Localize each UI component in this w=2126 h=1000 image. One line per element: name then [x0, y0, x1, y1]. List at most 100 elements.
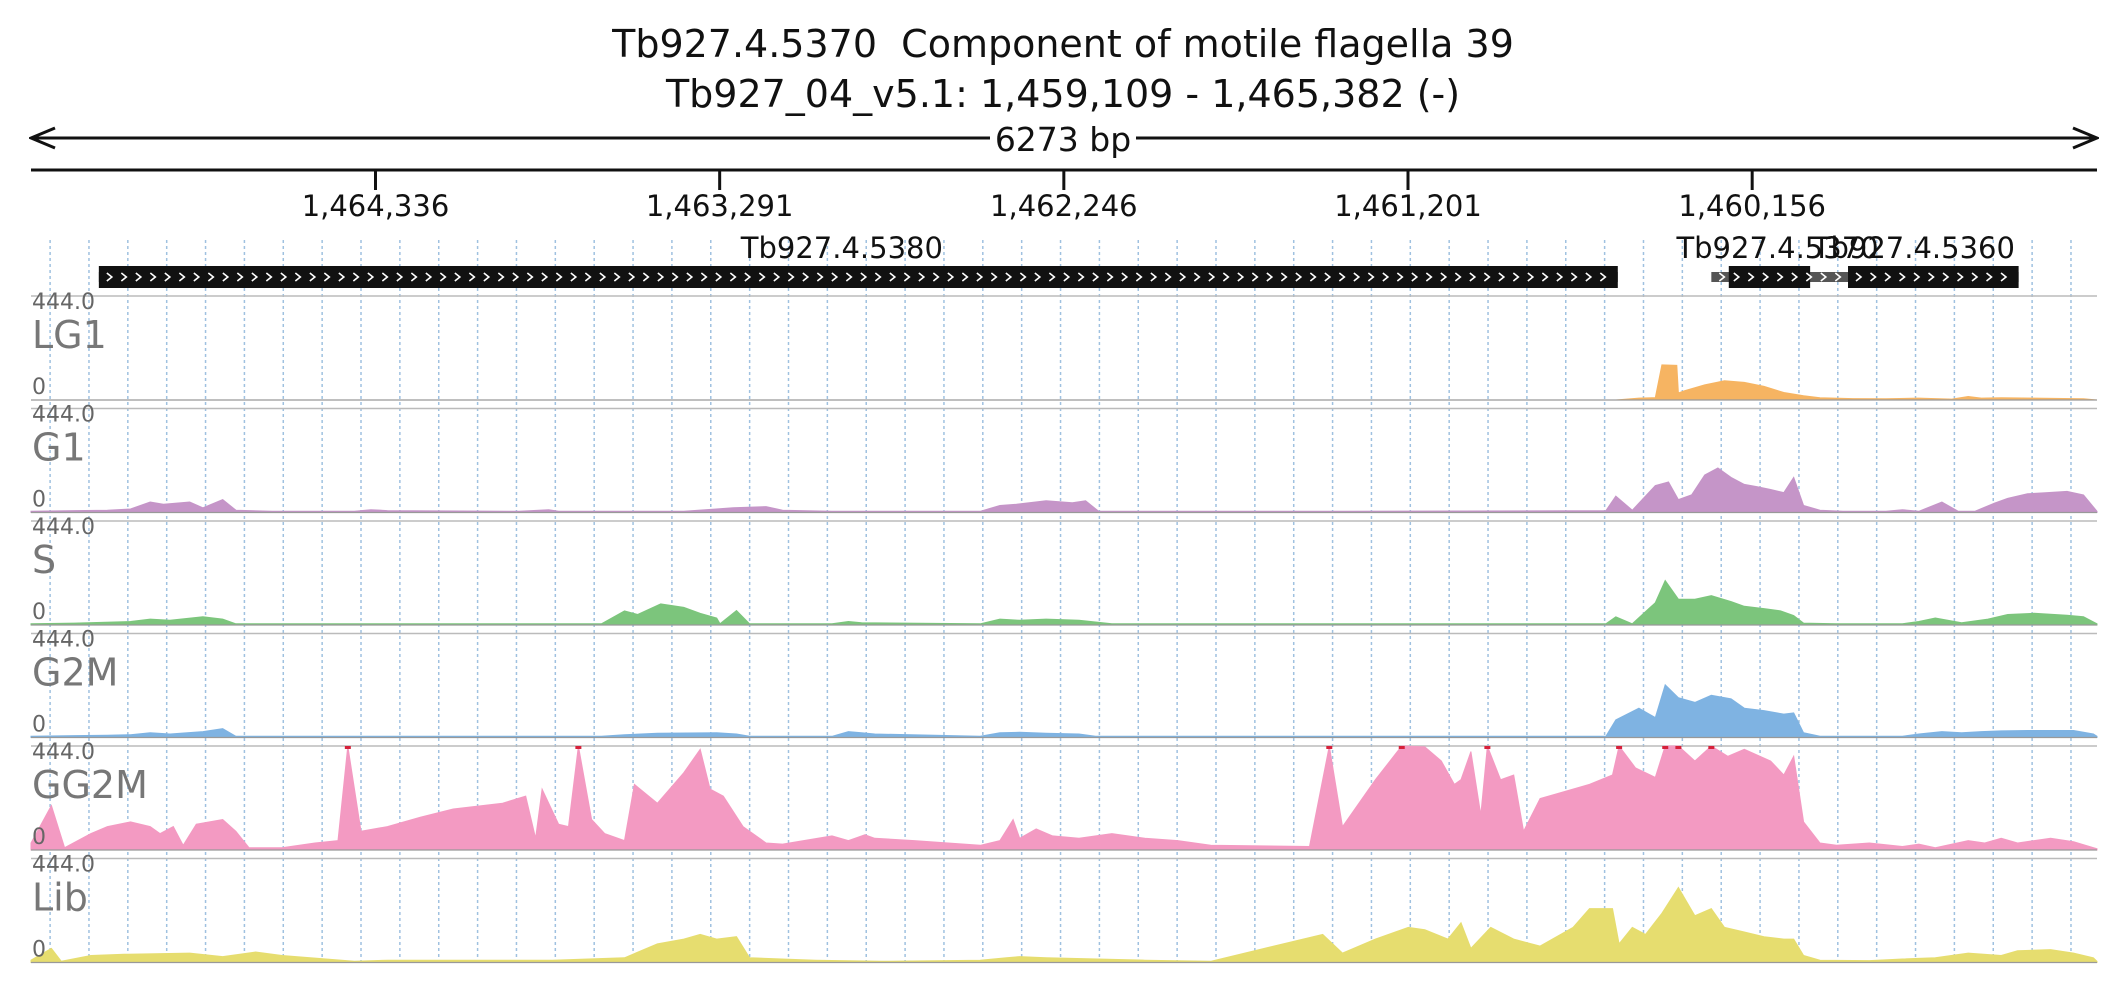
strand-chevron — [1747, 272, 1755, 282]
strand-chevron — [642, 272, 650, 282]
strand-chevron — [164, 272, 172, 282]
strand-chevron — [1208, 272, 1216, 282]
track-name: G1 — [32, 426, 86, 470]
strand-chevron — [686, 272, 694, 282]
strand-chevron — [512, 272, 520, 282]
track-name: Lib — [32, 876, 88, 920]
strand-chevron — [1483, 272, 1491, 282]
axis-tick-label: 1,460,156 — [1678, 189, 1826, 223]
strand-chevron — [671, 272, 679, 282]
span-indicator: 6273 bp — [31, 120, 2097, 159]
strand-chevron — [1135, 272, 1143, 282]
coverage-area-lib — [30, 886, 2098, 963]
strand-chevron — [135, 272, 143, 282]
axis-tick-label: 1,461,201 — [1334, 189, 1482, 223]
strand-chevron — [1469, 272, 1477, 282]
axis-tick-label: 1,463,291 — [646, 189, 794, 223]
strand-chevron — [947, 272, 955, 282]
strand-chevron — [628, 272, 636, 282]
strand-chevron — [961, 272, 969, 282]
gene-cds — [98, 266, 1618, 288]
strand-chevron — [1834, 272, 1842, 282]
track-g1: 444.0G1 0 — [30, 403, 2098, 514]
strand-chevron — [396, 272, 404, 282]
strand-chevron — [1150, 272, 1158, 282]
strand-chevron — [1440, 272, 1448, 282]
strand-chevron — [874, 272, 882, 282]
grid-lines — [49, 240, 2072, 962]
strand-chevron — [149, 272, 157, 282]
track-ymax-label: 444.0 — [32, 290, 95, 315]
strand-chevron — [236, 272, 244, 282]
strand-chevron — [1382, 272, 1390, 282]
track-ymin-label: 0 — [32, 600, 46, 625]
strand-chevron — [120, 272, 128, 282]
region-coordinates: Tb927_04_v5.1: 1,459,109 - 1,465,382 (-) — [665, 72, 1461, 116]
coverage-area-s — [30, 579, 2098, 626]
strand-chevron — [425, 272, 433, 282]
strand-chevron — [1266, 272, 1274, 282]
gene-label: Tb927.4.5360 — [1812, 231, 2015, 265]
strand-chevron — [338, 272, 346, 282]
strand-chevron — [729, 272, 737, 282]
strand-chevron — [1411, 272, 1419, 282]
strand-chevron — [555, 272, 563, 282]
strand-chevron — [744, 272, 752, 282]
strand-chevron — [1367, 272, 1375, 282]
strand-chevron — [1899, 272, 1906, 282]
track-ymin-label: 0 — [32, 375, 46, 400]
strand-chevron — [990, 272, 998, 282]
strand-chevron — [1425, 272, 1433, 282]
strand-chevron — [1077, 272, 1085, 282]
axis-tick-label: 1,462,246 — [990, 189, 1138, 223]
strand-chevron — [526, 272, 534, 282]
strand-chevron — [541, 272, 549, 282]
span-label: 6273 bp — [995, 120, 1131, 159]
strand-chevron — [903, 272, 911, 282]
strand-chevron — [439, 272, 447, 282]
strand-chevron — [1870, 272, 1877, 282]
strand-chevron — [1884, 272, 1892, 282]
strand-chevron — [1913, 272, 1921, 282]
strand-chevron — [1092, 272, 1100, 282]
strand-chevron — [1121, 272, 1129, 282]
strand-chevron — [381, 272, 389, 282]
strand-chevron — [831, 272, 839, 282]
strand-chevron — [1251, 272, 1259, 282]
strand-chevron — [860, 272, 868, 282]
strand-chevron — [1295, 272, 1303, 282]
strand-chevron — [1309, 272, 1317, 282]
strand-chevron — [1556, 272, 1564, 282]
strand-chevron — [1396, 272, 1404, 282]
coverage-area-lg1 — [31, 364, 2098, 401]
strand-chevron — [1718, 272, 1726, 282]
strand-chevron — [483, 272, 491, 282]
overflow-marker — [1675, 746, 1682, 749]
track-name: G2M — [32, 651, 118, 695]
strand-chevron — [1570, 272, 1578, 282]
strand-chevron — [193, 272, 201, 282]
strand-chevron — [1353, 272, 1361, 282]
gene-label: Tb927.4.5380 — [740, 231, 943, 265]
track-ymin-label: 0 — [32, 938, 46, 963]
track-ymax-label: 444.0 — [32, 740, 95, 765]
overflow-marker — [1616, 746, 1623, 749]
track-name: GG2M — [32, 763, 148, 807]
strand-chevron — [816, 272, 824, 282]
strand-chevron — [323, 272, 331, 282]
track-ymin-label: 0 — [32, 713, 46, 738]
coverage-tracks: 444.0LG10444.0G10444.0S0444.0G2M0444.0GG… — [30, 290, 2098, 964]
strand-chevron — [1957, 272, 1964, 282]
overflow-marker — [344, 746, 351, 749]
strand-chevron — [1527, 272, 1535, 282]
track-ymax-label: 444.0 — [32, 515, 95, 540]
strand-chevron — [773, 272, 781, 282]
strand-chevron — [1971, 272, 1979, 282]
strand-chevron — [410, 272, 418, 282]
strand-chevron — [106, 272, 114, 282]
strand-chevron — [1324, 272, 1332, 282]
overflow-marker — [1708, 746, 1715, 749]
